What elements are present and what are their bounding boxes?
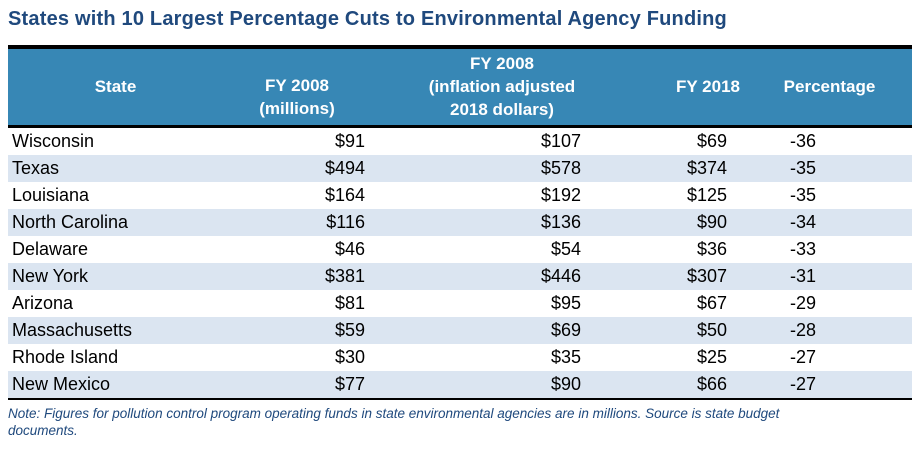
- cell-fy2008: $81: [334, 292, 365, 313]
- cell-percentage: -35: [789, 184, 816, 205]
- cell-fy2018: $66: [696, 373, 727, 394]
- cell-fy2018: $36: [696, 238, 727, 259]
- cell-state: Texas: [12, 157, 60, 178]
- col-header-fy2018-label: FY 2018: [676, 76, 740, 96]
- cell-percentage: -31: [789, 265, 816, 286]
- cell-fy2018: $374: [686, 157, 727, 178]
- table-body: Wisconsin $91 $107 $69 -36 Texas $494 $5…: [8, 126, 912, 399]
- cell-fy2008-adj: $446: [540, 265, 581, 286]
- col-header-percentage: Percentage: [747, 45, 912, 128]
- cell-fy2008: $59: [334, 319, 365, 340]
- cell-percentage: -35: [789, 157, 816, 178]
- cell-state: North Carolina: [12, 211, 129, 232]
- cell-percentage: -27: [789, 346, 816, 367]
- col-header-fy2008-adjusted-line2: (inflation adjusted: [428, 76, 576, 96]
- cell-fy2018: $25: [696, 346, 727, 367]
- cell-fy2008-adj: $192: [540, 184, 581, 205]
- cell-fy2018: $67: [696, 292, 727, 313]
- cell-fy2008-adj: $54: [550, 238, 581, 259]
- table-row: Rhode Island $30 $35 $25 -27: [8, 344, 912, 371]
- cell-fy2008: $494: [324, 157, 365, 178]
- table-row: Texas $494 $578 $374 -35: [8, 154, 912, 182]
- funding-table: State FY 2008 (millions) FY 2008 (inflat…: [8, 45, 912, 400]
- cell-state: Rhode Island: [12, 346, 119, 367]
- cell-fy2018: $69: [696, 130, 727, 151]
- cell-fy2008: $381: [324, 265, 365, 286]
- cell-fy2008-adj: $95: [550, 292, 581, 313]
- cell-fy2018: $90: [696, 211, 727, 232]
- cell-fy2008-adj: $107: [540, 130, 581, 151]
- col-header-fy2008-adjusted-line3: 2018 dollars): [450, 99, 554, 119]
- cell-fy2008-adj: $35: [550, 346, 581, 367]
- cell-fy2008-adj: $90: [550, 373, 581, 394]
- table-row: Louisiana $164 $192 $125 -35: [8, 182, 912, 209]
- cell-state: Wisconsin: [12, 130, 95, 151]
- col-header-percentage-label: Percentage: [783, 76, 876, 96]
- cell-percentage: -27: [789, 373, 816, 394]
- table-row: Delaware $46 $54 $36 -33: [8, 236, 912, 263]
- cell-state: Arizona: [12, 292, 74, 313]
- cell-fy2008-adj: $69: [550, 319, 581, 340]
- cell-fy2008-adj: $136: [540, 211, 581, 232]
- cell-state: Louisiana: [12, 184, 90, 205]
- cell-fy2008: $30: [334, 346, 365, 367]
- cell-percentage: -36: [789, 130, 816, 151]
- table-row: North Carolina $116 $136 $90 -34: [8, 208, 912, 236]
- col-header-state-label: State: [94, 76, 137, 96]
- cell-fy2008-adj: $578: [540, 157, 581, 178]
- cell-percentage: -29: [789, 292, 816, 313]
- table-row: Wisconsin $91 $107 $69 -36: [8, 126, 912, 155]
- table-row: Arizona $81 $95 $67 -29: [8, 290, 912, 317]
- col-header-state: State: [8, 45, 187, 128]
- page-title: States with 10 Largest Percentage Cuts t…: [8, 8, 727, 30]
- cell-state: Massachusetts: [12, 319, 133, 340]
- cell-state: New Mexico: [12, 373, 111, 394]
- col-header-fy2008-line2: (millions): [259, 98, 335, 118]
- cell-state: Delaware: [12, 238, 89, 259]
- cell-state: New York: [12, 265, 89, 286]
- cell-fy2018: $125: [686, 184, 727, 205]
- table-row: New Mexico $77 $90 $66 -27: [8, 370, 912, 399]
- cell-fy2008: $164: [324, 184, 365, 205]
- cell-percentage: -28: [789, 319, 816, 340]
- cell-fy2008: $91: [334, 130, 365, 151]
- table-header-row: State FY 2008 (millions) FY 2008 (inflat…: [8, 45, 912, 128]
- cell-fy2018: $50: [696, 319, 727, 340]
- col-header-fy2008-adjusted: FY 2008 (inflation adjusted 2018 dollars…: [371, 45, 633, 128]
- col-header-fy2008-line1: FY 2008: [265, 75, 329, 95]
- col-header-fy2008-adjusted-line1: FY 2008: [470, 53, 534, 73]
- col-header-fy2008: FY 2008 (millions): [187, 45, 371, 128]
- table-header: State FY 2008 (millions) FY 2008 (inflat…: [8, 45, 912, 128]
- table-row: New York $381 $446 $307 -31: [8, 262, 912, 290]
- table-note: Note: Figures for pollution control prog…: [8, 405, 780, 438]
- cell-fy2008: $46: [334, 238, 365, 259]
- cell-fy2008: $116: [326, 211, 365, 232]
- page: States with 10 Largest Percentage Cuts t…: [8, 8, 912, 400]
- cell-percentage: -34: [789, 211, 816, 232]
- table-row: Massachusetts $59 $69 $50 -28: [8, 316, 912, 344]
- cell-fy2008: $77: [334, 373, 365, 394]
- col-header-fy2018: FY 2018: [633, 45, 747, 128]
- cell-fy2018: $307: [686, 265, 727, 286]
- cell-percentage: -33: [789, 238, 816, 259]
